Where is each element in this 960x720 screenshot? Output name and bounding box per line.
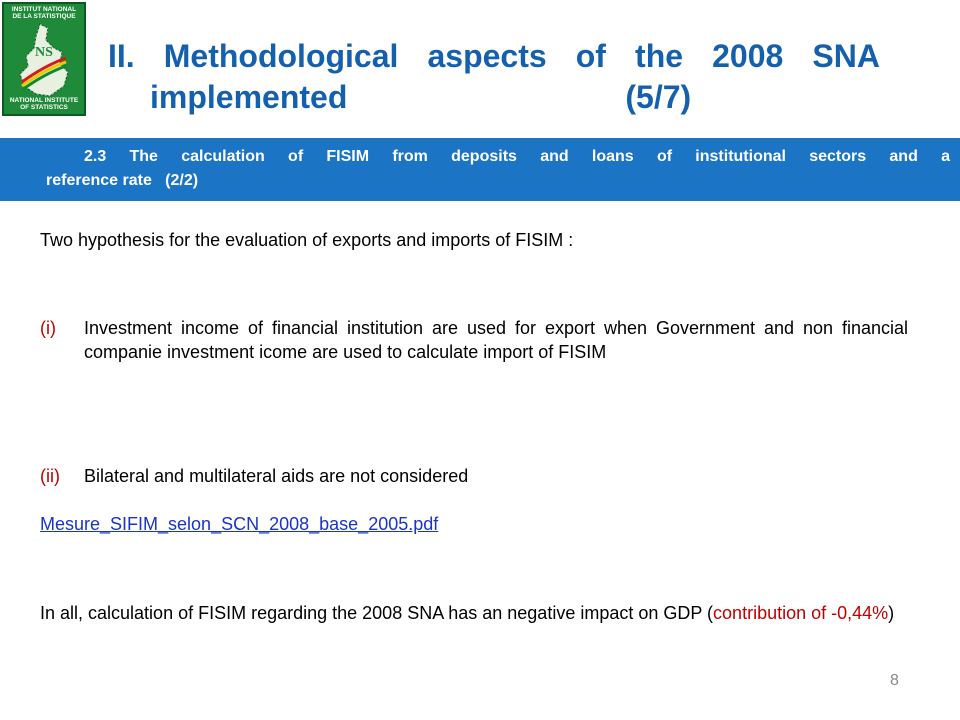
logo-top-line-2: DE LA STATISTIQUE bbox=[12, 13, 76, 20]
title-word: the bbox=[635, 38, 684, 74]
title-word: SNA bbox=[812, 38, 880, 74]
logo-monogram: NS bbox=[35, 45, 53, 60]
title-word: of bbox=[575, 38, 606, 74]
list-item: (i) Investment income of financial insti… bbox=[40, 316, 908, 364]
title-line-1: II. Methodological aspects of the 2008 S… bbox=[108, 36, 880, 77]
logo-bottom-text: NATIONAL INSTITUTE OF STATISTICS bbox=[4, 97, 84, 111]
title-line-2: implemented (5/7) bbox=[108, 77, 880, 118]
conclusion-end: ) bbox=[888, 603, 895, 623]
logo-top-line-1: INSTITUT NATIONAL bbox=[11, 6, 77, 13]
title-word: aspects bbox=[427, 38, 547, 74]
section-banner: 2.3 The calculation of FISIM from deposi… bbox=[0, 138, 960, 201]
title-word: 2008 bbox=[712, 38, 784, 74]
item-text: Bilateral and multilateral aids are not … bbox=[84, 466, 469, 486]
slide-title: II. Methodological aspects of the 2008 S… bbox=[108, 36, 880, 118]
conclusion-text: In all, calculation of FISIM regarding t… bbox=[40, 598, 908, 628]
conclusion-main: In all, calculation of FISIM regarding t… bbox=[40, 603, 714, 623]
item-number: (ii) bbox=[40, 466, 60, 486]
slide-content: Two hypothesis for the evaluation of exp… bbox=[40, 228, 908, 623]
title-word: Methodological bbox=[163, 38, 399, 74]
institute-logo: INSTITUT NATIONAL DE LA STATISTIQUE NS N… bbox=[2, 2, 86, 116]
logo-bottom-line-1: NATIONAL INSTITUTE bbox=[9, 97, 79, 104]
item-text: Investment income of financial instituti… bbox=[84, 318, 908, 362]
title-slide-fraction: (5/7) bbox=[625, 79, 692, 115]
contribution-value: contribution of -0,44% bbox=[713, 603, 889, 623]
intro-text: Two hypothesis for the evaluation of exp… bbox=[40, 230, 574, 250]
banner-line-2: reference rate (2/2) bbox=[46, 172, 199, 189]
title-implemented: implemented bbox=[150, 79, 348, 115]
logo-bottom-line-2: OF STATISTICS bbox=[20, 104, 68, 111]
cameroon-map-icon: NS bbox=[19, 23, 69, 97]
item-number: (i) bbox=[40, 318, 56, 338]
logo-top-text: INSTITUT NATIONAL DE LA STATISTIQUE bbox=[4, 6, 84, 20]
pdf-link[interactable]: Mesure_SIFIM_selon_SCN_2008_base_2005.pd… bbox=[40, 514, 439, 534]
list-item: (ii) Bilateral and multilateral aids are… bbox=[40, 464, 908, 488]
title-word: II. bbox=[108, 38, 135, 74]
banner-line-1: 2.3 The calculation of FISIM from deposi… bbox=[84, 148, 950, 165]
page-number: 8 bbox=[890, 672, 899, 689]
